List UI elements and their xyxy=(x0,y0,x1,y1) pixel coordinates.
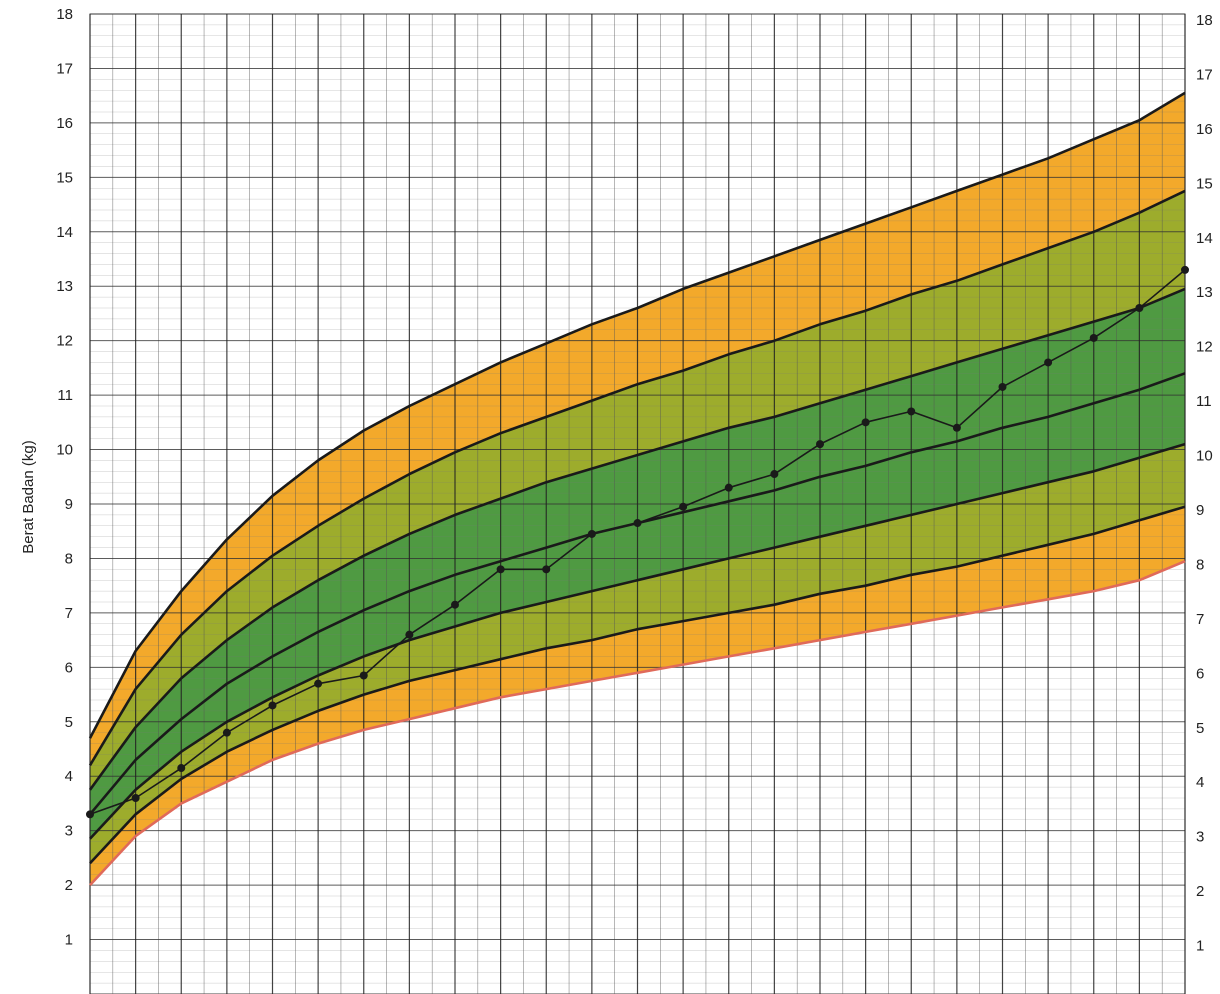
y-tick-left: 8 xyxy=(65,550,73,567)
y-tick-left: 1 xyxy=(65,932,73,949)
y-tick-right: 12 xyxy=(1196,339,1213,356)
y-tick-right: 3 xyxy=(1196,829,1204,846)
y-tick-right: 11 xyxy=(1196,393,1212,410)
percentile-curve-2 xyxy=(89,442,1186,840)
percentile-curve-5 xyxy=(88,189,1186,766)
y-tick-left: 5 xyxy=(65,714,73,731)
y-tick-right: 9 xyxy=(1196,502,1204,519)
data-point-8 xyxy=(451,600,459,609)
y-axis-label: Berat Badan (kg) xyxy=(20,440,37,553)
y-tick-right: 4 xyxy=(1196,774,1204,791)
data-point-22 xyxy=(1089,333,1098,342)
data-point-7 xyxy=(405,630,414,639)
data-point-18 xyxy=(907,407,916,416)
y-tick-left: 3 xyxy=(65,823,73,840)
y-tick-left: 6 xyxy=(65,659,73,676)
y-tick-left: 2 xyxy=(65,877,73,894)
data-point-1 xyxy=(131,794,140,802)
data-point-3 xyxy=(222,728,231,737)
y-tick-right: 17 xyxy=(1196,66,1213,83)
data-point-13 xyxy=(679,502,688,511)
y-tick-right: 18 xyxy=(1196,12,1213,29)
data-point-11 xyxy=(587,529,596,538)
y-tick-right: 14 xyxy=(1196,230,1213,247)
data-point-19 xyxy=(952,423,961,432)
data-point-14 xyxy=(724,483,733,492)
y-tick-right: 5 xyxy=(1196,720,1204,737)
data-point-15 xyxy=(770,470,779,479)
major-grid xyxy=(89,13,1186,994)
weight-series xyxy=(86,265,1189,819)
data-point-9 xyxy=(496,565,505,574)
data-point-6 xyxy=(359,671,368,680)
y-tick-right: 1 xyxy=(1196,938,1204,955)
y-tick-left: 7 xyxy=(65,605,73,622)
percentile-curve-1 xyxy=(89,505,1186,865)
y-tick-left: 18 xyxy=(56,6,73,23)
y-tick-left: 13 xyxy=(56,278,73,295)
data-point-5 xyxy=(314,679,323,688)
y-tick-left: 14 xyxy=(56,224,73,241)
y-tick-right: 15 xyxy=(1196,175,1213,192)
percentile-curve-4 xyxy=(88,287,1186,791)
data-point-20 xyxy=(998,382,1007,391)
data-point-10 xyxy=(542,565,551,574)
y-tick-left: 10 xyxy=(56,442,73,459)
data-point-23 xyxy=(1135,304,1144,312)
data-point-24 xyxy=(1181,265,1189,274)
y-tick-right: 8 xyxy=(1196,556,1204,573)
data-point-0 xyxy=(86,810,94,819)
data-point-21 xyxy=(1044,358,1053,367)
percentile-curves xyxy=(88,91,1186,886)
y-tick-right: 7 xyxy=(1196,611,1204,628)
y-tick-right: 6 xyxy=(1196,665,1204,682)
data-point-4 xyxy=(268,701,277,710)
y-tick-right: 10 xyxy=(1196,448,1213,465)
data-point-2 xyxy=(177,764,186,773)
percentile-curve-6 xyxy=(88,91,1186,739)
data-point-12 xyxy=(633,519,642,528)
y-tick-right: 13 xyxy=(1196,284,1213,301)
y-tick-left: 17 xyxy=(56,60,73,77)
y-tick-right: 16 xyxy=(1196,121,1213,138)
percentile-curve-0 xyxy=(89,560,1186,886)
y-tick-right: 2 xyxy=(1196,883,1204,900)
y-tick-left: 11 xyxy=(57,387,73,404)
data-point-17 xyxy=(861,418,870,427)
y-tick-left: 9 xyxy=(65,496,73,513)
y-tick-left: 16 xyxy=(56,115,73,132)
data-point-16 xyxy=(816,440,824,449)
y-tick-left: 4 xyxy=(65,768,73,785)
y-tick-left: 15 xyxy=(56,169,73,186)
y-tick-left: 12 xyxy=(56,333,73,350)
